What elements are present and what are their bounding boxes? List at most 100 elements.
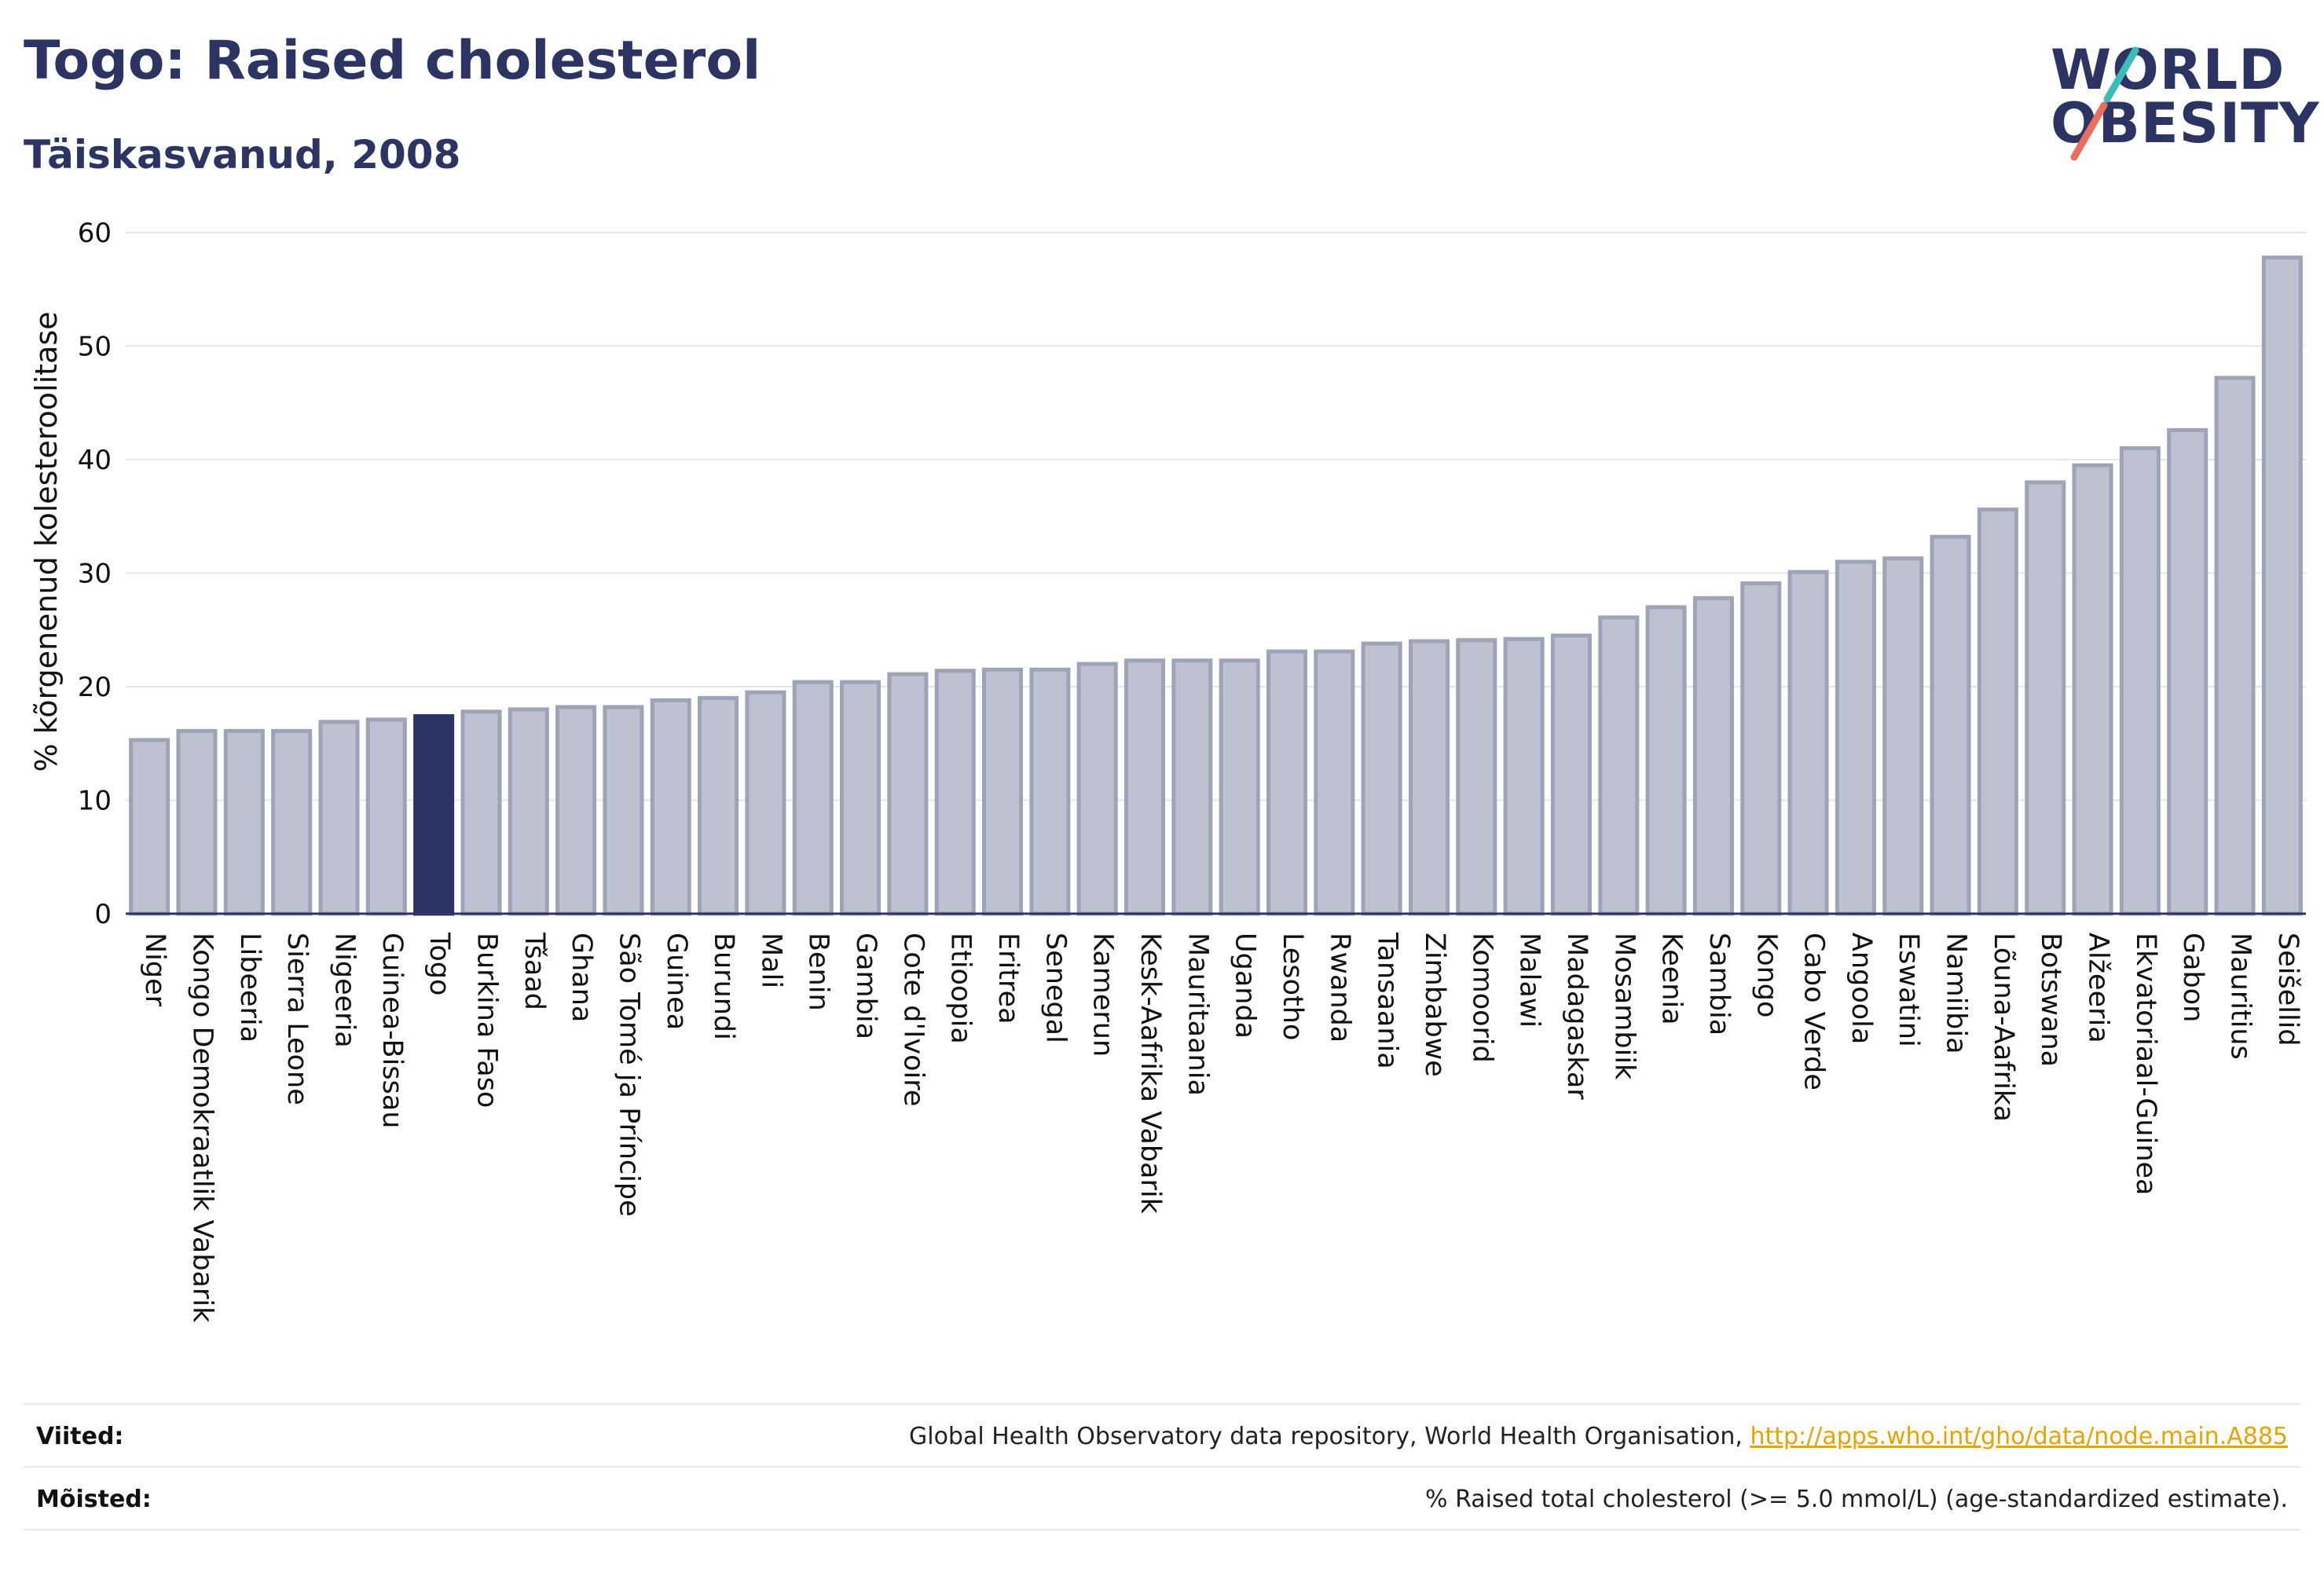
x-tick-label: Gambia <box>850 933 882 1039</box>
definitions-text: % Raised total cholesterol (>= 5.0 mmol/… <box>1425 1485 2288 1513</box>
bar-s-o-tom-ja-pr-ncipe <box>603 705 644 916</box>
x-tick-label: Lesotho <box>1277 933 1308 1040</box>
footer-divider <box>24 1529 2300 1530</box>
x-tick-label: Lõuna-Aafrika <box>1988 933 2019 1122</box>
x-tick-label: Niger <box>139 933 170 1007</box>
x-tick-label: Sierra Leone <box>281 933 313 1105</box>
x-tick-label: Keenia <box>1656 933 1688 1025</box>
bar-togo <box>413 714 455 916</box>
bar-keenia <box>1645 605 1687 916</box>
bar-tansaania <box>1361 641 1402 916</box>
bar-gambia <box>840 680 882 916</box>
x-tick-label: Kongo Demokraatlik Vabarik <box>186 933 218 1323</box>
bar-namiibia <box>1930 534 1971 916</box>
x-tick-label: Ghana <box>566 933 597 1022</box>
world-obesity-logo: WORLD OBESITY <box>2051 39 2319 165</box>
x-axis-ticks: Niger Kongo Demokraatlik Vabarik Libeeria S… <box>139 932 2304 1323</box>
bar-zimbabwe <box>1408 639 1450 916</box>
bar-nigeeria <box>318 720 360 916</box>
bar-senegal <box>1029 667 1071 916</box>
bar-kesk-aafrika-vabarik <box>1124 658 1166 916</box>
x-tick-label: Senegal <box>1039 933 1071 1043</box>
bar-benin <box>792 680 834 916</box>
bar-niger <box>129 738 170 916</box>
y-tick-label: 50 <box>78 332 112 363</box>
bar-mosambiik <box>1598 615 1640 916</box>
x-tick-label: Kongo <box>1750 933 1782 1017</box>
x-tick-label: Mosambiik <box>1608 933 1640 1080</box>
bar-mali <box>745 690 786 916</box>
bar-malawi <box>1503 636 1545 916</box>
x-tick-label: Mali <box>755 933 786 988</box>
x-tick-label: Angoola <box>1846 933 1877 1044</box>
x-tick-label: Namiibia <box>1941 933 1972 1054</box>
x-tick-label: Seišellid <box>2272 933 2304 1046</box>
bar-komoorid <box>1456 638 1497 916</box>
bar-angoola <box>1835 559 1876 916</box>
bar-rwanda <box>1314 649 1355 916</box>
bar-sei-ellid <box>2261 255 2303 916</box>
x-tick-label: Guinea-Bissau <box>376 933 408 1128</box>
x-tick-label: Nigeeria <box>328 933 360 1048</box>
x-tick-label: Sambia <box>1703 933 1735 1035</box>
sources-text-wrap: Global Health Observatory data repositor… <box>909 1423 2300 1450</box>
definitions-label: Mõisted: <box>36 1485 152 1513</box>
page-title: Togo: Raised cholesterol <box>24 30 761 92</box>
x-tick-label: Cote d'Ivoire <box>897 933 929 1106</box>
y-tick-label: 40 <box>78 445 112 476</box>
bar-t-aad <box>508 707 549 916</box>
x-tick-label: Libeeria <box>234 933 266 1043</box>
x-tick-label: Kamerun <box>1087 933 1119 1057</box>
x-tick-label: Burkina Faso <box>471 933 502 1108</box>
x-tick-label: Uganda <box>1230 933 1261 1039</box>
sources-label: Viited: <box>36 1422 124 1450</box>
x-tick-label: Madagaskar <box>1561 933 1593 1100</box>
bar-uganda <box>1219 658 1260 916</box>
x-tick-label: São Tomé ja Príncipe <box>613 933 644 1217</box>
x-tick-label: Mauritaania <box>1182 933 1213 1096</box>
y-tick-label: 60 <box>78 218 112 249</box>
bar-guinea <box>650 698 691 916</box>
bar-libeeria <box>223 728 265 916</box>
bar-cabo-verde <box>1787 570 1829 916</box>
bar-kongo-demokraatlik-vabarik <box>176 728 218 916</box>
footer-definitions-row: Mõisted: % Raised total cholesterol (>= … <box>24 1466 2300 1530</box>
x-tick-label: Alžeeria <box>2083 933 2114 1043</box>
bar-mauritius <box>2214 376 2256 916</box>
x-tick-label: Mauritius <box>2225 933 2256 1060</box>
x-tick-label: Etioopia <box>945 933 977 1044</box>
bar-sambia <box>1692 596 1734 916</box>
x-tick-label: Cabo Verde <box>1798 933 1830 1090</box>
bar-kongo <box>1740 581 1782 916</box>
y-axis-label: % kõrgenenud kolesteroolitase <box>29 311 64 772</box>
page-subtitle: Täiskasvanud, 2008 <box>24 132 461 178</box>
x-tick-label: Burundi <box>708 933 739 1040</box>
bar-lesotho <box>1266 649 1308 916</box>
bar-cote-d-ivoire <box>887 672 929 916</box>
x-tick-label: Gabon <box>2177 933 2209 1022</box>
bar-ghana <box>555 705 597 916</box>
x-tick-label: Botswana <box>2035 933 2066 1067</box>
bar-kamerun <box>1076 662 1118 916</box>
sources-text: Global Health Observatory data repositor… <box>909 1422 1743 1450</box>
bar-al-eeria <box>2072 463 2113 916</box>
logo-slash-icon <box>2070 46 2139 161</box>
bar-l-una-aafrika <box>1977 508 2018 916</box>
y-tick-label: 30 <box>78 559 112 590</box>
bar-burkina-faso <box>460 709 502 916</box>
x-tick-label: Tšaad <box>519 932 550 1010</box>
y-tick-label: 20 <box>78 672 112 703</box>
x-tick-label: Eswatini <box>1893 933 1924 1047</box>
bar-madagaskar <box>1550 633 1592 916</box>
y-tick-label: 0 <box>94 899 112 930</box>
x-tick-label: Komoorid <box>1466 933 1497 1063</box>
bar-ekvatoriaal-guinea <box>2119 446 2161 916</box>
bar-etioopia <box>934 669 976 916</box>
sources-link[interactable]: http://apps.who.int/gho/data/node.main.A… <box>1750 1422 2288 1450</box>
bar-burundi <box>698 695 739 916</box>
bar-botswana <box>2025 480 2066 916</box>
x-tick-label: Tansaania <box>1372 932 1403 1069</box>
bar-eswatini <box>1882 556 1924 916</box>
bar-chart: 0 10 20 30 40 50 60 Niger Kongo Demokraatlik Va… <box>29 218 2306 1323</box>
x-tick-label: Malawi <box>1514 933 1545 1028</box>
